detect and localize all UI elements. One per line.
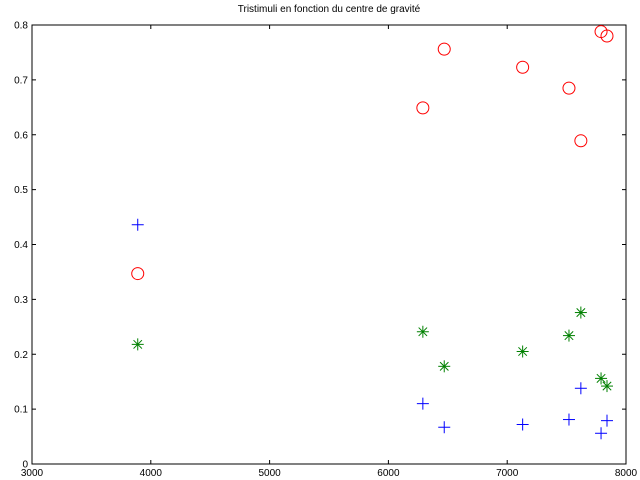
circle-point bbox=[437, 42, 451, 56]
circle-point bbox=[416, 101, 430, 115]
x-tick-label: 6000 bbox=[377, 468, 400, 479]
plus-point bbox=[600, 414, 613, 427]
y-tick-label: 0.6 bbox=[14, 130, 28, 141]
y-tick-label: 0.2 bbox=[14, 350, 28, 361]
asterisk-point bbox=[516, 345, 529, 358]
asterisk-point bbox=[600, 380, 613, 393]
plot-frame bbox=[31, 24, 627, 465]
circle-point bbox=[562, 81, 576, 95]
data-marks bbox=[131, 25, 614, 440]
plus-point bbox=[595, 427, 608, 440]
y-tick-label: 0.4 bbox=[14, 240, 28, 251]
asterisk-point bbox=[562, 329, 575, 342]
asterisk-point bbox=[416, 325, 429, 338]
x-tick-label: 4000 bbox=[140, 468, 163, 479]
asterisk-point bbox=[438, 360, 451, 373]
plus-point bbox=[562, 413, 575, 426]
plus-point bbox=[516, 418, 529, 431]
plus-point bbox=[416, 397, 429, 410]
y-tick-label: 0.8 bbox=[14, 21, 28, 32]
y-tick-label: 0.3 bbox=[14, 295, 28, 306]
x-tick-label: 7000 bbox=[496, 468, 519, 479]
y-tick-label: 0.5 bbox=[14, 185, 28, 196]
circle-point bbox=[131, 267, 145, 281]
chart-title: Tristimuli en fonction du centre de grav… bbox=[237, 4, 421, 15]
y-tick-label: 0.1 bbox=[14, 405, 28, 416]
asterisk-point bbox=[574, 306, 587, 319]
plus-point bbox=[574, 382, 587, 395]
axis-ticks: 3000 4000 5000 6000 7000 8000 0 0.1 0.2 0.3 0.4 0.5… bbox=[14, 21, 637, 480]
asterisk-point bbox=[131, 338, 144, 351]
asterisk-point bbox=[595, 372, 608, 385]
plus-point bbox=[438, 421, 451, 434]
circle-point bbox=[600, 29, 614, 43]
x-tick-label: 8000 bbox=[615, 468, 638, 479]
plus-point bbox=[131, 218, 144, 231]
x-tick-label: 5000 bbox=[258, 468, 281, 479]
x-tick-label: 3000 bbox=[21, 468, 44, 479]
y-tick-label: 0.7 bbox=[14, 75, 28, 86]
circle-point bbox=[516, 60, 530, 74]
y-tick-label: 0 bbox=[22, 460, 28, 471]
circle-point bbox=[574, 134, 588, 148]
